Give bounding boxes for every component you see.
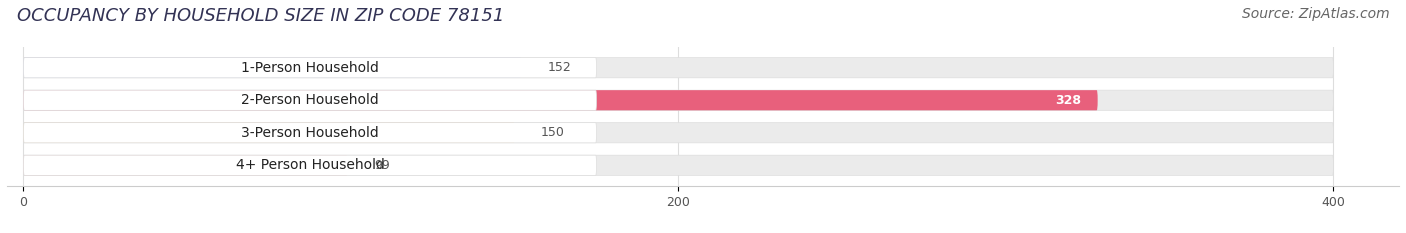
FancyBboxPatch shape [24,155,596,175]
FancyBboxPatch shape [24,155,347,175]
Text: 328: 328 [1056,94,1081,107]
Text: 99: 99 [374,159,389,172]
Text: 4+ Person Household: 4+ Person Household [236,158,384,172]
FancyBboxPatch shape [24,58,1333,78]
Text: OCCUPANCY BY HOUSEHOLD SIZE IN ZIP CODE 78151: OCCUPANCY BY HOUSEHOLD SIZE IN ZIP CODE … [17,7,505,25]
Text: 2-Person Household: 2-Person Household [240,93,378,107]
FancyBboxPatch shape [24,90,1333,110]
FancyBboxPatch shape [24,123,515,143]
FancyBboxPatch shape [24,155,1333,175]
FancyBboxPatch shape [24,90,1098,110]
FancyBboxPatch shape [24,90,596,110]
Text: 152: 152 [547,61,571,74]
FancyBboxPatch shape [24,58,522,78]
FancyBboxPatch shape [24,123,596,143]
Text: 3-Person Household: 3-Person Household [240,126,378,140]
Text: Source: ZipAtlas.com: Source: ZipAtlas.com [1241,7,1389,21]
Text: 1-Person Household: 1-Person Household [240,61,380,75]
FancyBboxPatch shape [24,123,1333,143]
FancyBboxPatch shape [24,58,596,78]
Text: 150: 150 [541,126,565,139]
